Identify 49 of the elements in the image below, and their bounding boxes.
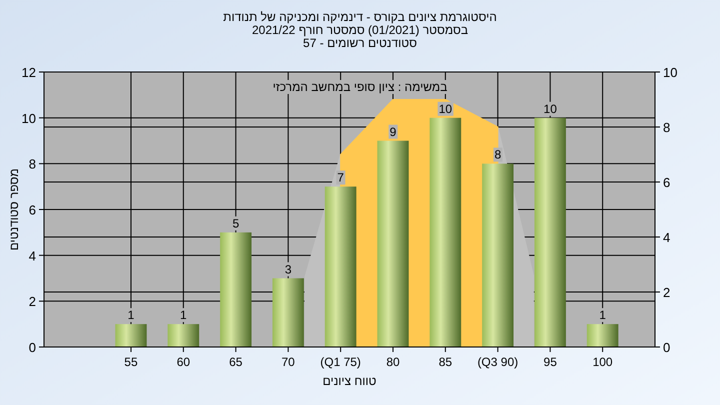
data-label: 10 <box>438 102 452 116</box>
y-tick-label: 12 <box>22 65 36 80</box>
bar <box>534 118 566 347</box>
x-tick-label: 80 <box>386 355 400 369</box>
x-tick-label: (Q3 90) <box>477 355 518 369</box>
text: סטודנטים רשומים - 57 <box>303 36 418 50</box>
y-tick-label: 10 <box>22 110 36 126</box>
data-label: 7 <box>337 170 344 185</box>
y-tick-label: 2 <box>28 294 36 310</box>
bar <box>377 140 409 347</box>
bar <box>324 186 356 347</box>
y2-tick-label: 0 <box>663 340 670 355</box>
data-label: 8 <box>494 148 502 162</box>
y-tick-label: 0 <box>28 340 36 355</box>
x-tick-label: 70 <box>282 355 296 369</box>
x-tick-label: 60 <box>176 355 190 369</box>
y-tick-label: 6 <box>28 202 36 218</box>
data-label: 5 <box>232 216 240 230</box>
x-tick-label: 85 <box>438 355 452 369</box>
bar <box>220 232 252 347</box>
data-label: 3 <box>284 262 292 276</box>
y2-tick-label: 6 <box>663 175 670 190</box>
bar <box>272 278 304 347</box>
y2-tick-label: 2 <box>663 285 670 300</box>
bar <box>115 324 147 347</box>
y2-tick-label: 10 <box>663 65 678 80</box>
bar <box>586 324 618 347</box>
data-label: 10 <box>544 102 558 116</box>
x-tick-label: (Q1 75) <box>320 355 361 369</box>
chart-title: היסטוגרמת ציונים בקורס - דינמיקה ומכניקה של תנודות <box>223 10 497 24</box>
x-axis-title: טווח ציונים <box>322 374 377 388</box>
chart-subtitle: בסמסטר (01/2021) סמסטר חורף 2021/22 <box>252 23 468 37</box>
y2-tick-label: 8 <box>663 120 670 135</box>
x-tick-label: 95 <box>544 355 558 369</box>
y-tick-label: 8 <box>28 156 36 172</box>
data-label: 1 <box>128 308 135 322</box>
y-axis-title: מספר סטודנטים <box>7 168 21 251</box>
x-tick-label: 55 <box>124 355 138 369</box>
bar <box>482 164 514 347</box>
bar <box>168 324 200 347</box>
y2-tick-label: 4 <box>663 230 670 245</box>
bar <box>430 118 462 347</box>
data-label: 9 <box>390 124 397 139</box>
y-tick-label: 4 <box>28 248 36 264</box>
data-label: 1 <box>599 308 606 322</box>
annotation: במשימה : ציון סופי במחשב המרכזי <box>272 80 448 94</box>
x-tick-label: 65 <box>229 355 243 369</box>
data-label: 1 <box>180 308 188 322</box>
x-tick-label: 100 <box>592 355 613 369</box>
